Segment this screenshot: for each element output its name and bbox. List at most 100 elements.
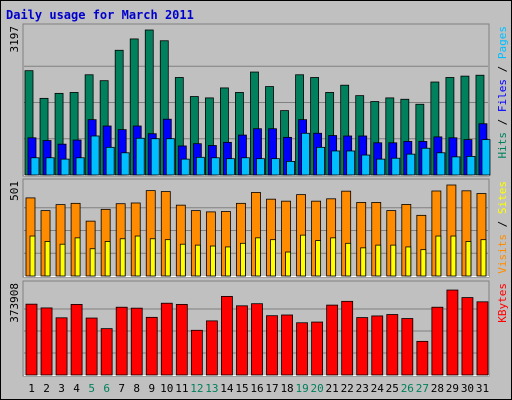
bar-pages-day-25: [391, 157, 401, 176]
bar-kbytes-day-10: [160, 302, 173, 376]
bar-pages-day-30: [466, 156, 476, 176]
bar-sites-day-23: [360, 247, 367, 277]
bar-sites-day-11: [179, 243, 186, 277]
chart-title: Daily usage for March 2011: [6, 8, 194, 22]
legend-hits: Hits: [496, 132, 509, 159]
bar-kbytes-day-23: [356, 317, 369, 376]
legend-separator: /: [496, 214, 509, 234]
bar-kbytes-day-13: [205, 320, 218, 376]
x-tick-day-16: 16: [250, 382, 263, 395]
bar-sites-day-20: [315, 240, 322, 277]
panel-middle: 501 Visits / Sites: [8, 178, 509, 278]
legend-files: Files: [496, 79, 509, 112]
bar-kbytes-day-9: [145, 316, 158, 376]
panel-middle-max-label: 501: [8, 181, 21, 201]
x-tick-day-9: 9: [148, 382, 155, 395]
bar-kbytes-day-24: [371, 315, 384, 376]
x-tick-day-11: 11: [175, 382, 188, 395]
x-tick-day-3: 3: [58, 382, 65, 395]
x-tick-day-24: 24: [371, 382, 385, 395]
bar-kbytes-day-19: [296, 322, 308, 376]
x-tick-day-15: 15: [235, 382, 248, 395]
bar-sites-day-22: [345, 242, 352, 277]
bar-sites-day-24: [375, 244, 382, 277]
bar-sites-day-5: [89, 248, 96, 277]
bar-sites-day-31: [480, 239, 487, 277]
bar-kbytes-day-17: [266, 315, 278, 376]
bar-sites-day-3: [59, 243, 66, 277]
bar-sites-day-21: [330, 237, 337, 277]
x-tick-day-17: 17: [265, 382, 278, 395]
bar-kbytes-day-22: [341, 300, 354, 376]
bar-pages-day-22: [346, 150, 356, 176]
bar-sites-day-26: [405, 246, 412, 277]
bar-pages-day-16: [256, 158, 265, 176]
bar-sites-day-10: [164, 239, 171, 277]
bar-sites-day-27: [420, 249, 427, 277]
bar-kbytes-day-16: [251, 303, 263, 376]
bar-kbytes-day-6: [100, 328, 113, 376]
bar-kbytes-day-1: [25, 303, 38, 376]
bar-kbytes-day-28: [431, 306, 444, 376]
bar-kbytes-day-12: [190, 329, 203, 376]
bar-kbytes-day-5: [85, 317, 98, 376]
bar-kbytes-day-3: [55, 317, 68, 376]
legend-sites: Sites: [496, 181, 509, 214]
bar-sites-day-28: [435, 235, 442, 277]
x-tick-day-10: 10: [160, 382, 173, 395]
bar-sites-day-12: [194, 244, 201, 277]
bar-pages-day-24: [376, 158, 386, 176]
bar-pages-day-3: [60, 158, 70, 176]
bar-pages-day-1: [30, 157, 40, 176]
bar-kbytes-day-30: [461, 297, 474, 376]
x-tick-day-28: 28: [431, 382, 444, 395]
legend-pages: Pages: [496, 26, 509, 59]
x-tick-day-19: 19: [295, 382, 308, 395]
x-tick-day-13: 13: [205, 382, 218, 395]
bar-kbytes-day-11: [175, 303, 188, 376]
legend-visits: Visits: [496, 234, 509, 274]
bar-pages-day-6: [105, 146, 115, 176]
bar-sites-day-8: [134, 235, 141, 277]
x-tick-day-29: 29: [446, 382, 459, 395]
bar-pages-day-9: [150, 138, 160, 176]
bar-sites-day-19: [300, 234, 306, 277]
bar-pages-day-28: [436, 152, 446, 176]
bar-kbytes-day-27: [416, 340, 429, 376]
x-tick-day-22: 22: [341, 382, 354, 395]
bar-sites-day-17: [270, 239, 276, 277]
x-tick-day-12: 12: [190, 382, 203, 395]
bar-pages-day-8: [135, 137, 145, 176]
legend-separator: /: [496, 59, 509, 79]
panel-top-max-label: 3197: [8, 26, 21, 53]
bar-sites-day-9: [149, 238, 156, 277]
bar-pages-day-13: [210, 157, 220, 176]
bar-kbytes-day-8: [130, 307, 143, 376]
bar-sites-day-25: [390, 244, 397, 277]
bar-kbytes-day-15: [236, 305, 248, 376]
bar-pages-day-4: [75, 157, 85, 176]
bar-pages-day-5: [90, 135, 100, 176]
bar-kbytes-day-25: [386, 314, 399, 376]
bar-sites-day-1: [29, 235, 36, 277]
bar-pages-day-2: [45, 157, 55, 176]
panel-top: 3197 Hits / Files / Pages: [8, 23, 509, 177]
bar-kbytes-day-29: [446, 289, 459, 376]
x-tick-day-18: 18: [280, 382, 293, 395]
x-tick-day-4: 4: [73, 382, 80, 395]
panel-bottom-max-label: 373908: [8, 283, 21, 323]
bar-pages-day-19: [301, 132, 310, 176]
bar-sites-day-16: [255, 237, 261, 277]
bar-pages-day-27: [421, 147, 431, 176]
bar-pages-day-12: [195, 156, 205, 176]
bar-kbytes-day-14: [221, 295, 233, 376]
panel-bottom: 373908 KBytes: [8, 280, 509, 377]
x-tick-day-2: 2: [43, 382, 50, 395]
x-tick-day-23: 23: [356, 382, 369, 395]
x-tick-day-30: 30: [461, 382, 474, 395]
bar-pages-day-21: [331, 150, 341, 176]
bar-pages-day-17: [271, 158, 280, 176]
bar-kbytes-day-20: [311, 321, 324, 376]
bar-pages-day-20: [316, 146, 326, 176]
x-tick-day-21: 21: [326, 382, 339, 395]
